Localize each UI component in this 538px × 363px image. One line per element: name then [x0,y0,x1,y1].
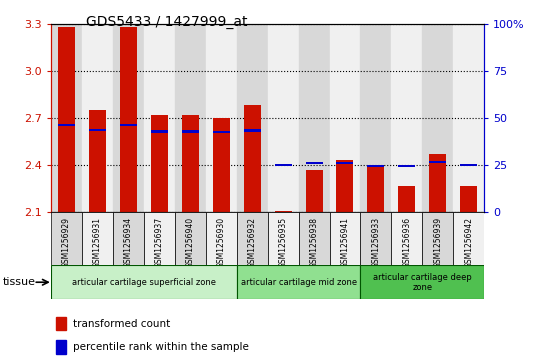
Text: GSM1256930: GSM1256930 [217,217,226,268]
Text: GSM1256936: GSM1256936 [402,217,412,268]
Bar [274,211,292,212]
Bar [82,212,113,265]
Text: GSM1256940: GSM1256940 [186,217,195,268]
Bar [367,165,385,212]
Bar [329,24,360,212]
Bar [398,165,415,167]
Bar [89,110,106,212]
Text: articular cartilage mid zone: articular cartilage mid zone [240,278,357,287]
Bar [237,24,267,212]
Bar [391,212,422,265]
Bar [113,212,144,265]
Bar [120,124,137,126]
Bar [453,24,484,212]
Bar [429,161,447,163]
Bar [182,115,199,212]
Text: GSM1256932: GSM1256932 [247,217,257,268]
Bar [274,164,292,166]
Text: articular cartilage deep
zone: articular cartilage deep zone [373,273,472,292]
Bar [237,265,360,299]
Bar [429,154,447,212]
Bar [398,185,415,212]
Bar [367,165,385,167]
Text: GSM1256937: GSM1256937 [155,217,164,268]
Bar [244,105,261,212]
Bar [299,212,329,265]
Text: GSM1256942: GSM1256942 [464,217,473,268]
Bar [213,131,230,133]
Bar [422,24,453,212]
Bar [299,24,329,212]
Bar [113,24,144,212]
Bar [336,162,353,164]
Bar [120,27,137,212]
Text: tissue: tissue [3,277,36,287]
Bar [89,129,106,131]
Text: GSM1256935: GSM1256935 [279,217,288,268]
Bar [175,24,206,212]
Bar [56,340,66,354]
Bar [360,265,484,299]
Bar [51,24,82,212]
Text: GSM1256929: GSM1256929 [62,217,71,268]
Bar [267,24,299,212]
Bar [306,170,323,212]
Text: GSM1256933: GSM1256933 [371,217,380,268]
Bar [360,212,391,265]
Bar [58,27,75,212]
Text: GSM1256941: GSM1256941 [341,217,350,268]
Bar [144,24,175,212]
Bar [336,160,353,212]
Bar [51,212,82,265]
Bar [244,129,261,132]
Bar [206,24,237,212]
Bar [422,212,453,265]
Text: GSM1256931: GSM1256931 [93,217,102,268]
Text: GSM1256939: GSM1256939 [433,217,442,268]
Bar [460,185,477,212]
Text: GDS5433 / 1427999_at: GDS5433 / 1427999_at [86,15,247,29]
Bar [206,212,237,265]
Bar [151,115,168,212]
Bar [175,212,206,265]
Text: articular cartilage superficial zone: articular cartilage superficial zone [72,278,216,287]
Bar [144,212,175,265]
Text: GSM1256938: GSM1256938 [309,217,318,268]
Bar [82,24,113,212]
Bar [306,162,323,164]
Bar [151,130,168,132]
Bar [460,164,477,166]
Text: GSM1256934: GSM1256934 [124,217,133,268]
Bar [267,212,299,265]
Bar [360,24,391,212]
Bar [453,212,484,265]
Text: percentile rank within the sample: percentile rank within the sample [73,342,249,352]
Bar [391,24,422,212]
Text: transformed count: transformed count [73,318,171,329]
Bar [237,212,267,265]
Bar [56,317,66,330]
Bar [182,130,199,132]
Bar [329,212,360,265]
Bar [58,124,75,126]
Bar [213,118,230,212]
Bar [51,265,237,299]
